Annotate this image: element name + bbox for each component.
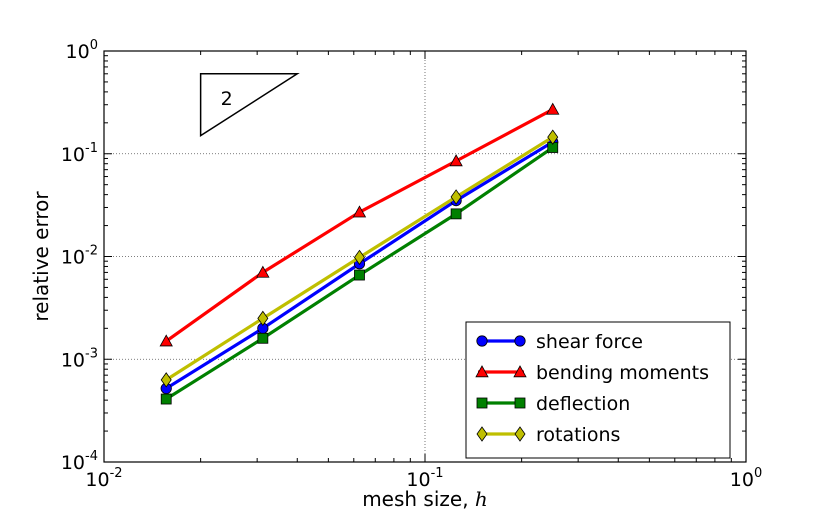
x-axis-label-text: mesh size,	[362, 487, 475, 511]
x-tick-exponent: 0	[754, 466, 762, 481]
x-tick-label: 10-2	[85, 466, 122, 491]
x-tick-label: 100	[730, 466, 762, 491]
data-point-deflection	[257, 332, 269, 344]
y-tick-exponent: 0	[90, 38, 98, 53]
series-rotations	[160, 129, 559, 388]
legend-label-deflection: deflection	[536, 393, 630, 415]
legend-label-rotations: rotations	[536, 424, 620, 446]
legend-item-rotations: rotations	[476, 424, 620, 446]
plot-frame	[103, 50, 747, 463]
data-point-bending-moments	[546, 102, 560, 115]
legend-item-bending-moments: bending moments	[475, 362, 709, 384]
grid-lines	[104, 51, 746, 462]
y-tick-exponent: -4	[85, 449, 98, 464]
slope-label: 2	[221, 88, 233, 110]
data-point-bending-moments	[256, 265, 270, 278]
legend-marker-deflection	[514, 397, 526, 409]
y-tick-base: 10	[61, 452, 85, 474]
y-tick-base: 10	[61, 349, 85, 371]
y-axis-label: relative error	[29, 191, 53, 322]
legend-item-shear-force: shear force	[476, 331, 643, 353]
x-tick-exponent: -1	[431, 466, 444, 481]
data-point-rotations	[450, 189, 462, 205]
data-point-rotations	[547, 129, 559, 145]
data-point-bending-moments	[352, 205, 367, 218]
y-tick-label: 10-1	[61, 141, 98, 166]
series-bending-moments	[159, 102, 560, 347]
data-point-deflection	[160, 393, 172, 405]
y-tick-exponent: -2	[85, 244, 98, 259]
y-tick-exponent: -3	[85, 346, 98, 361]
x-tick-base: 10	[406, 469, 430, 491]
series-layer	[159, 102, 560, 405]
x-tick-base: 10	[730, 469, 754, 491]
legend-marker-shear-force	[476, 335, 488, 347]
legend-marker-deflection	[476, 397, 488, 409]
y-tick-label: 100	[66, 38, 98, 63]
data-point-bending-moments	[449, 154, 463, 167]
y-tick-label: 10-2	[61, 244, 98, 269]
legend-marker-rotations	[514, 426, 526, 442]
axis-ticks	[103, 51, 746, 463]
y-tick-base: 10	[61, 247, 85, 269]
legend-marker-rotations	[476, 426, 488, 442]
data-point-rotations	[257, 310, 269, 327]
legend-item-deflection: deflection	[476, 393, 630, 415]
y-tick-label: 10-3	[61, 346, 98, 371]
legend-marker-shear-force	[514, 335, 526, 347]
legend-label-bending-moments: bending moments	[536, 362, 709, 384]
legend-marker-bending-moments	[513, 365, 527, 378]
x-axis-label-variable: h	[475, 487, 488, 511]
legend-marker-bending-moments	[475, 365, 489, 378]
x-axis-label: mesh size, h	[362, 487, 488, 511]
data-point-bending-moments	[159, 334, 173, 347]
slope-triangle: 2	[199, 73, 300, 138]
y-tick-label: 10-4	[61, 449, 98, 474]
data-point-deflection	[450, 208, 462, 220]
x-tick-label: 10-1	[406, 466, 443, 491]
y-tick-exponent: -1	[85, 141, 98, 156]
slope-triangle-shape	[199, 73, 300, 138]
legend-label-shear-force: shear force	[536, 331, 643, 353]
legend: shear force bending moments deflection rota…	[465, 321, 731, 459]
data-point-rotations	[160, 372, 172, 388]
y-tick-base: 10	[61, 144, 85, 166]
y-tick-base: 10	[66, 41, 90, 63]
data-point-deflection	[354, 269, 365, 281]
x-tick-exponent: -2	[110, 466, 123, 481]
data-point-rotations	[353, 249, 365, 266]
x-tick-base: 10	[85, 469, 109, 491]
